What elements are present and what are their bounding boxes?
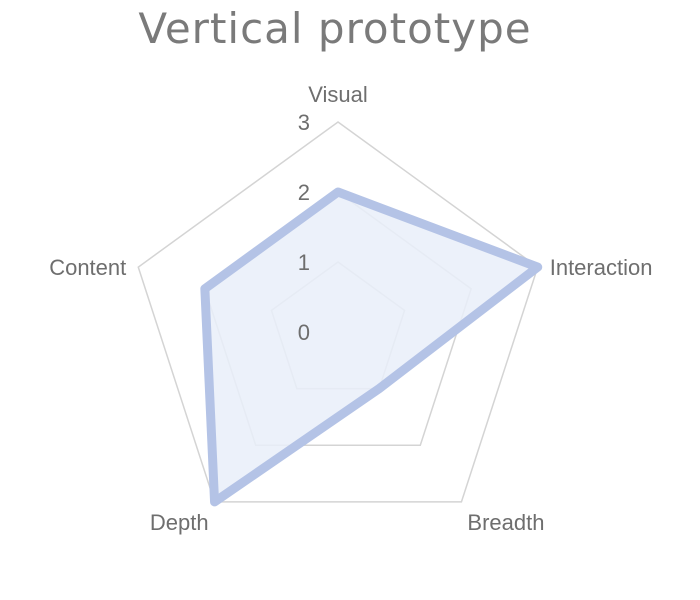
tick-label: 0	[298, 320, 310, 345]
series-polygon	[200, 187, 543, 507]
category-label: Breadth	[467, 510, 544, 535]
category-label: Visual	[308, 82, 368, 107]
category-label: Interaction	[550, 255, 653, 280]
tick-label: 1	[298, 250, 310, 275]
chart-title: Vertical prototype	[138, 4, 532, 53]
tick-label: 2	[298, 180, 310, 205]
category-label: Depth	[150, 510, 209, 535]
grid-ring-3	[137, 121, 539, 503]
tick-label: 3	[298, 110, 310, 135]
category-label: Content	[49, 255, 126, 280]
series-layer	[200, 187, 543, 507]
label-layer: 0 1 2 3 Visual Interaction Breadth Depth Content	[49, 82, 652, 535]
